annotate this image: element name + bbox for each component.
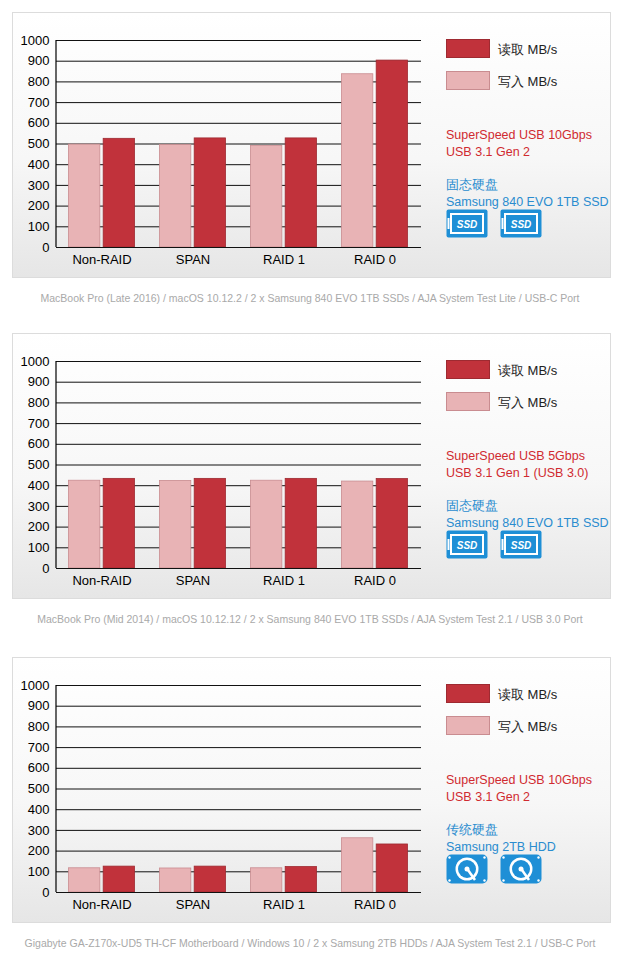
html-text:固态硬盘: 固态硬盘 — [446, 178, 498, 192]
svg-text:500: 500 — [28, 136, 50, 151]
html-text:写入 MB/s: 写入 MB/s — [498, 395, 558, 410]
html-text:写入 MB/s: 写入 MB/s — [498, 74, 558, 89]
svg-text:500: 500 — [28, 457, 50, 472]
svg-text:200: 200 — [28, 198, 50, 213]
html-text:SuperSpeed USB 5Gbps: SuperSpeed USB 5Gbps — [446, 449, 585, 463]
svg-text:RAID 1: RAID 1 — [263, 252, 305, 267]
svg-text:SSD: SSD — [457, 540, 478, 551]
svg-text:Non-RAID: Non-RAID — [72, 573, 131, 588]
svg-text:400: 400 — [28, 478, 50, 493]
svg-text:RAID 0: RAID 0 — [354, 897, 396, 912]
svg-text:500: 500 — [28, 781, 50, 796]
html-text:USB 3.1 Gen 2: USB 3.1 Gen 2 — [446, 790, 531, 804]
svg-text:RAID 1: RAID 1 — [263, 573, 305, 588]
svg-text:800: 800 — [28, 74, 50, 89]
svg-text:100: 100 — [28, 864, 50, 879]
svg-text:300: 300 — [28, 499, 50, 514]
svg-text:SPAN: SPAN — [176, 897, 210, 912]
svg-text:700: 700 — [28, 95, 50, 110]
html-text:Samsung 840 EVO 1TB SSD: Samsung 840 EVO 1TB SSD — [446, 195, 609, 209]
html-text:固态硬盘: 固态硬盘 — [446, 499, 498, 513]
svg-text:1000: 1000 — [21, 354, 50, 369]
html-text:Gigabyte GA-Z170x-UD5 TH-CF Mo: Gigabyte GA-Z170x-UD5 TH-CF Motherboard … — [24, 937, 596, 949]
svg-text:700: 700 — [28, 416, 50, 431]
svg-text:SSD: SSD — [457, 219, 478, 230]
html-text:读取 MB/s: 读取 MB/s — [498, 42, 558, 57]
html-text:传统硬盘: 传统硬盘 — [446, 823, 498, 837]
svg-text:0: 0 — [42, 561, 49, 576]
html-text:Samsung 840 EVO 1TB SSD: Samsung 840 EVO 1TB SSD — [446, 516, 609, 530]
html-text:写入 MB/s: 写入 MB/s — [498, 719, 558, 734]
svg-text:0: 0 — [42, 240, 49, 255]
svg-text:0: 0 — [42, 885, 49, 900]
svg-text:600: 600 — [28, 760, 50, 775]
svg-text:SPAN: SPAN — [176, 573, 210, 588]
svg-text:800: 800 — [28, 395, 50, 410]
html-text:USB 3.1 Gen 2: USB 3.1 Gen 2 — [446, 145, 531, 159]
svg-text:100: 100 — [28, 540, 50, 555]
svg-text:RAID 0: RAID 0 — [354, 573, 396, 588]
html-text:SuperSpeed USB 10Gbps: SuperSpeed USB 10Gbps — [446, 128, 592, 142]
svg-text:100: 100 — [28, 219, 50, 234]
svg-text:200: 200 — [28, 519, 50, 534]
svg-text:SSD: SSD — [511, 219, 532, 230]
svg-text:600: 600 — [28, 436, 50, 451]
svg-text:400: 400 — [28, 802, 50, 817]
svg-text:300: 300 — [28, 178, 50, 193]
svg-text:600: 600 — [28, 115, 50, 130]
svg-text:Non-RAID: Non-RAID — [72, 252, 131, 267]
svg-text:800: 800 — [28, 719, 50, 734]
svg-text:SPAN: SPAN — [176, 252, 210, 267]
svg-text:SSD: SSD — [511, 540, 532, 551]
html-text:读取 MB/s: 读取 MB/s — [498, 687, 558, 702]
svg-text:300: 300 — [28, 823, 50, 838]
svg-text:Non-RAID: Non-RAID — [72, 897, 131, 912]
svg-text:900: 900 — [28, 374, 50, 389]
html-text:读取 MB/s: 读取 MB/s — [498, 363, 558, 378]
svg-text:400: 400 — [28, 157, 50, 172]
html-text:SuperSpeed USB 10Gbps: SuperSpeed USB 10Gbps — [446, 773, 592, 787]
html-text:USB 3.1 Gen 1 (USB 3.0): USB 3.1 Gen 1 (USB 3.0) — [446, 466, 589, 480]
svg-text:700: 700 — [28, 740, 50, 755]
svg-text:1000: 1000 — [21, 33, 50, 48]
svg-text:RAID 1: RAID 1 — [263, 897, 305, 912]
svg-text:900: 900 — [28, 53, 50, 68]
svg-text:1000: 1000 — [21, 678, 50, 693]
html-text:Samsung 2TB HDD: Samsung 2TB HDD — [446, 840, 556, 854]
svg-text:900: 900 — [28, 698, 50, 713]
html-text:MacBook Pro (Mid 2014) / macOS: MacBook Pro (Mid 2014) / macOS 10.12.12 … — [37, 613, 583, 625]
html-text:MacBook Pro (Late 2016) / macO: MacBook Pro (Late 2016) / macOS 10.12.2 … — [40, 292, 580, 304]
svg-text:RAID 0: RAID 0 — [354, 252, 396, 267]
svg-text:200: 200 — [28, 843, 50, 858]
